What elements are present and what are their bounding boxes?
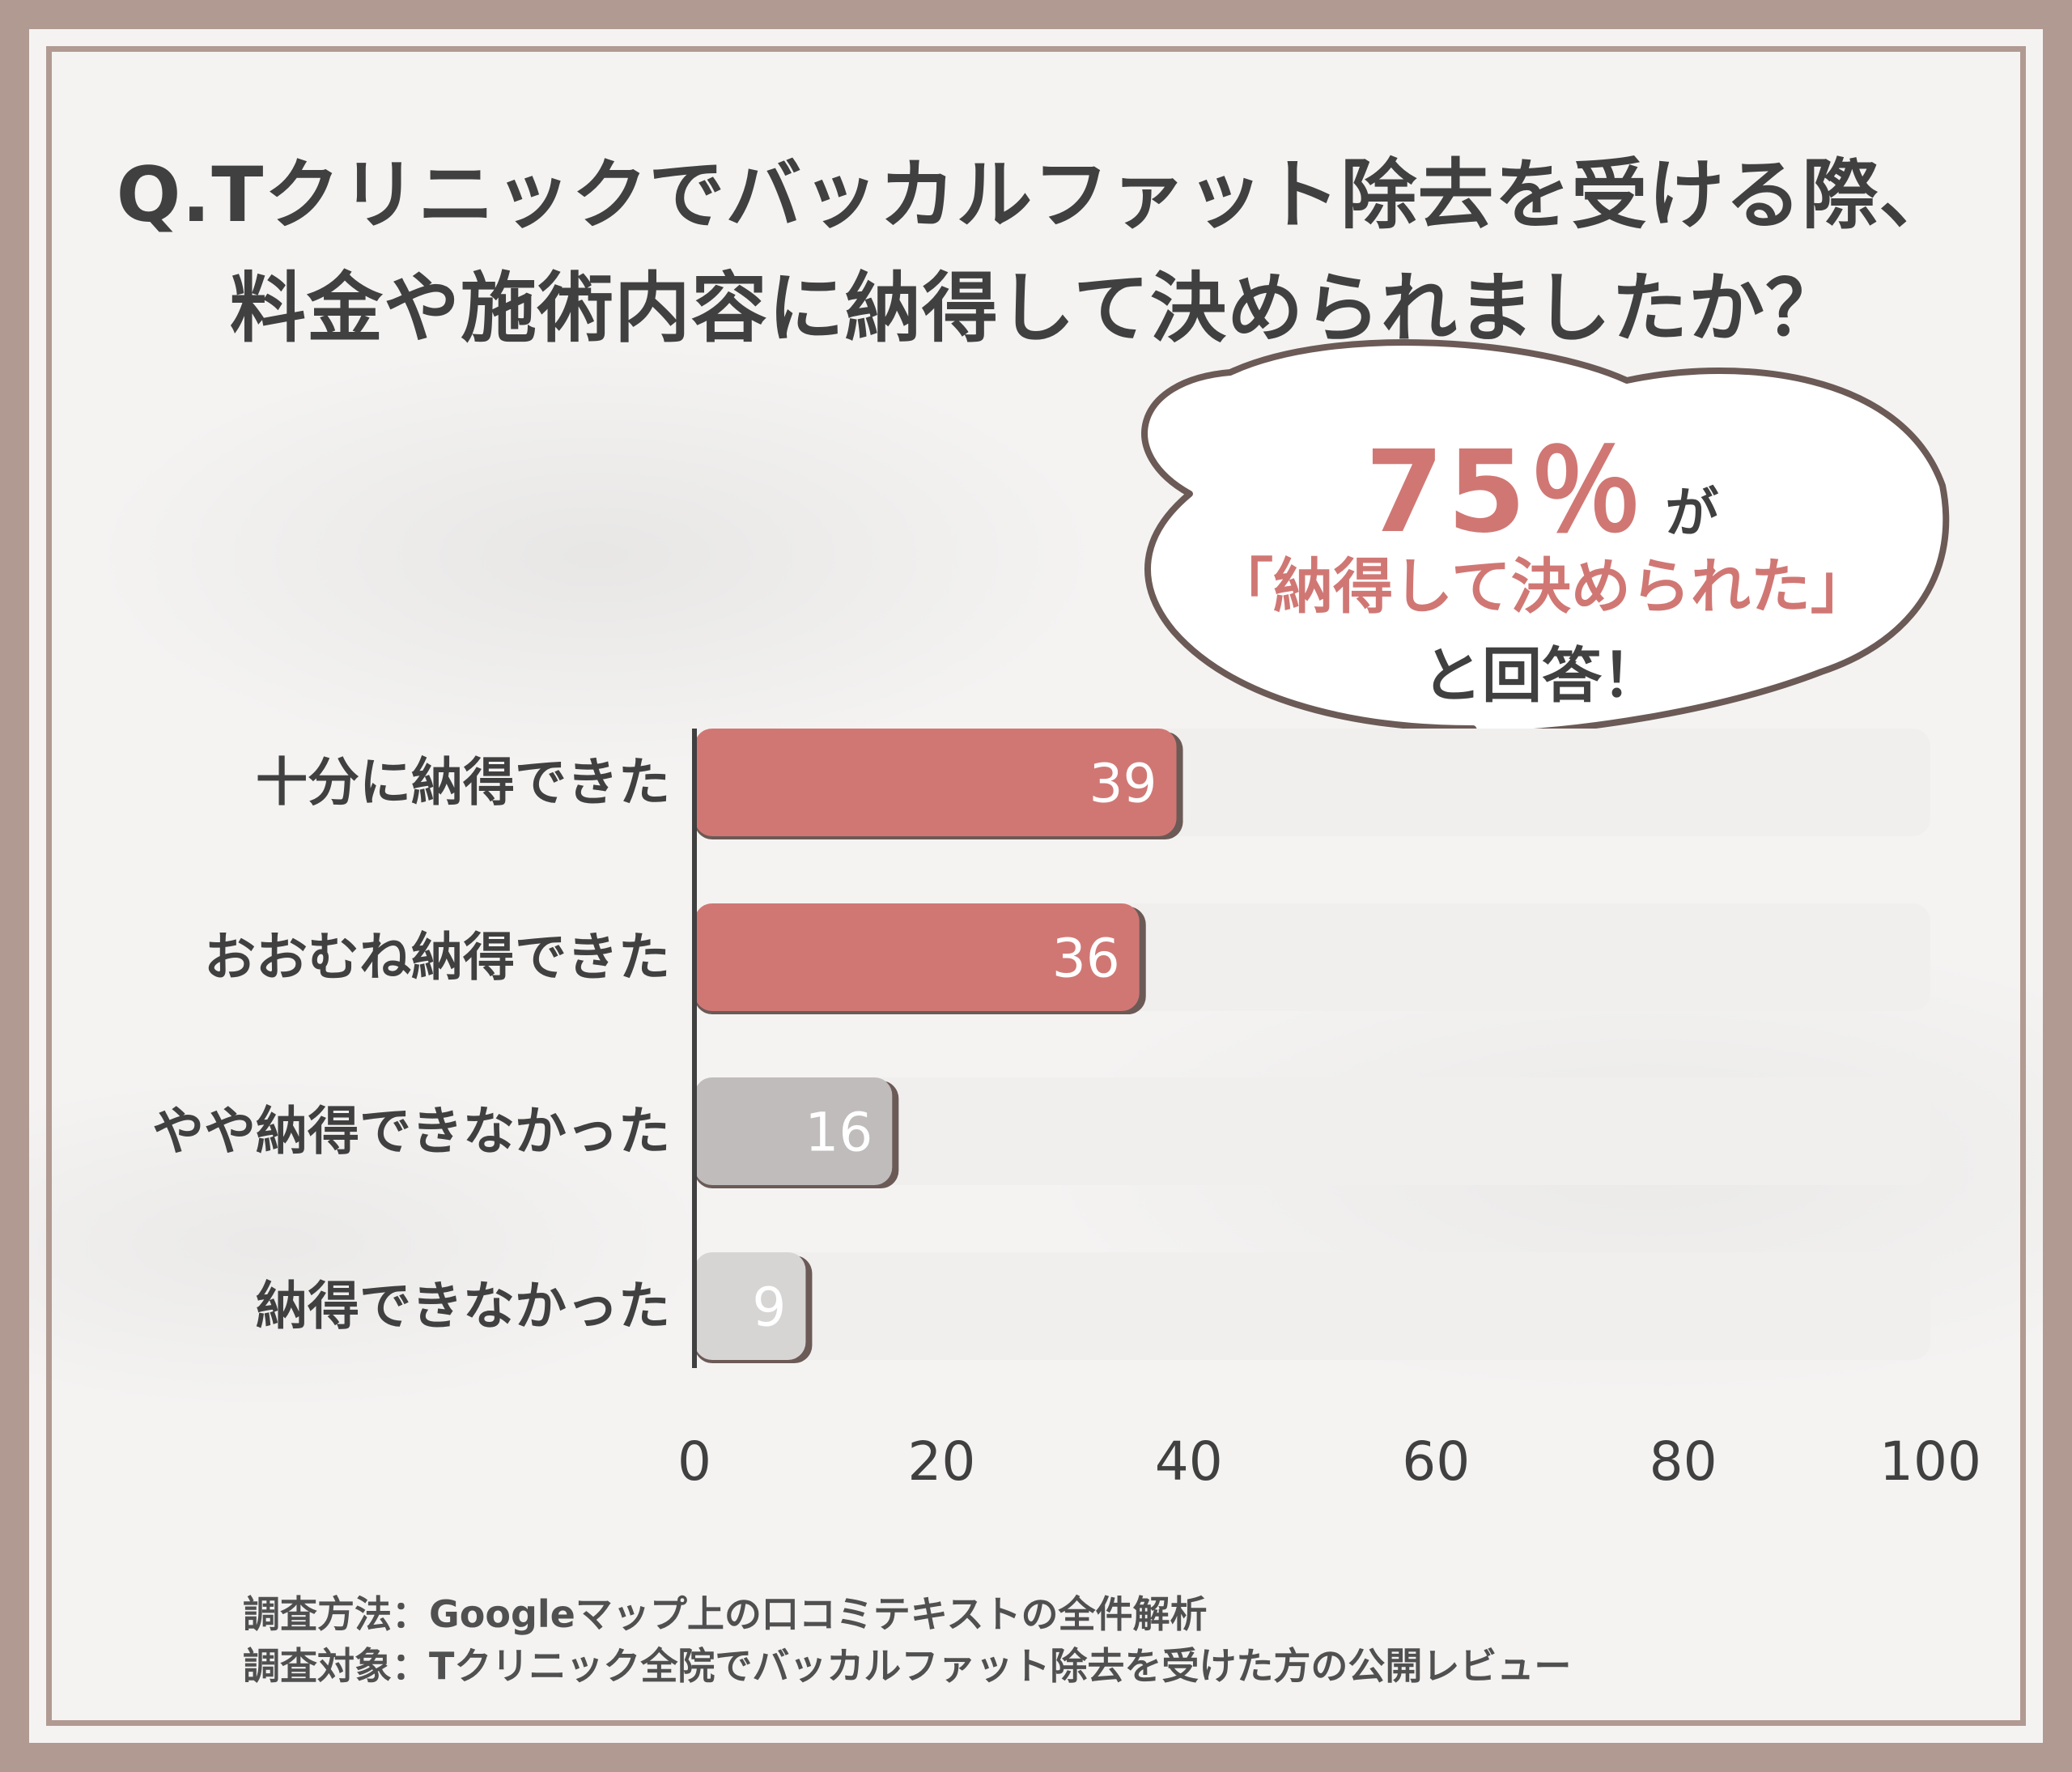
speech-bubble-shape [1141, 338, 1950, 772]
callout-line3: と回答！ [1422, 641, 1662, 711]
value-label: 16 [805, 1102, 873, 1164]
category-label: やや納得できなかった [152, 1103, 670, 1162]
bar-track [694, 1077, 1930, 1185]
callout-line1: 75％ が [1137, 401, 1947, 564]
x-tick-label: 100 [1879, 1430, 1981, 1493]
bar-3 [694, 1077, 893, 1185]
survey-method-note: 調査方法：Googleマップ上の口コミテキストの全件解析 [243, 1592, 1208, 1636]
category-label: おおむね納得できた [204, 928, 670, 988]
chart-panel [29, 29, 2043, 1743]
x-tick-label: 20 [907, 1430, 975, 1493]
value-label: 9 [752, 1277, 786, 1339]
x-tick-label: 60 [1402, 1430, 1470, 1493]
question-title-line2: 料金や施術内容に納得して決められましたか？ [229, 265, 1843, 353]
callout-line2: 「納得して決められた」 [1213, 552, 1870, 622]
question-title-line1: Q.Tクリニックでバッカルファット除去を受ける際、 [116, 151, 1956, 240]
bar-2 [694, 903, 1140, 1011]
callout-percent: 75％ [1365, 427, 1646, 559]
x-tick-label: 40 [1155, 1430, 1223, 1493]
bar-track [694, 1252, 1930, 1360]
callout-suffix: が [1665, 482, 1719, 544]
x-tick-label: 0 [677, 1430, 711, 1493]
bars [694, 729, 1183, 1363]
bar-4 [694, 1252, 806, 1360]
category-label: 十分に納得できた [256, 754, 670, 814]
survey-target-note: 調査対象：Tクリニック全院でバッカルファット除去を受けた方の公開レビュー [243, 1644, 1572, 1688]
value-labels: 39 36 16 9 [752, 753, 1157, 1339]
x-tick-label: 80 [1650, 1430, 1717, 1493]
value-label: 39 [1089, 753, 1157, 815]
category-label: 納得できなかった [256, 1277, 670, 1337]
x-tick-labels: 0 20 40 60 80 100 [677, 1430, 1981, 1493]
value-label: 36 [1052, 928, 1120, 990]
bar-1 [694, 729, 1177, 836]
